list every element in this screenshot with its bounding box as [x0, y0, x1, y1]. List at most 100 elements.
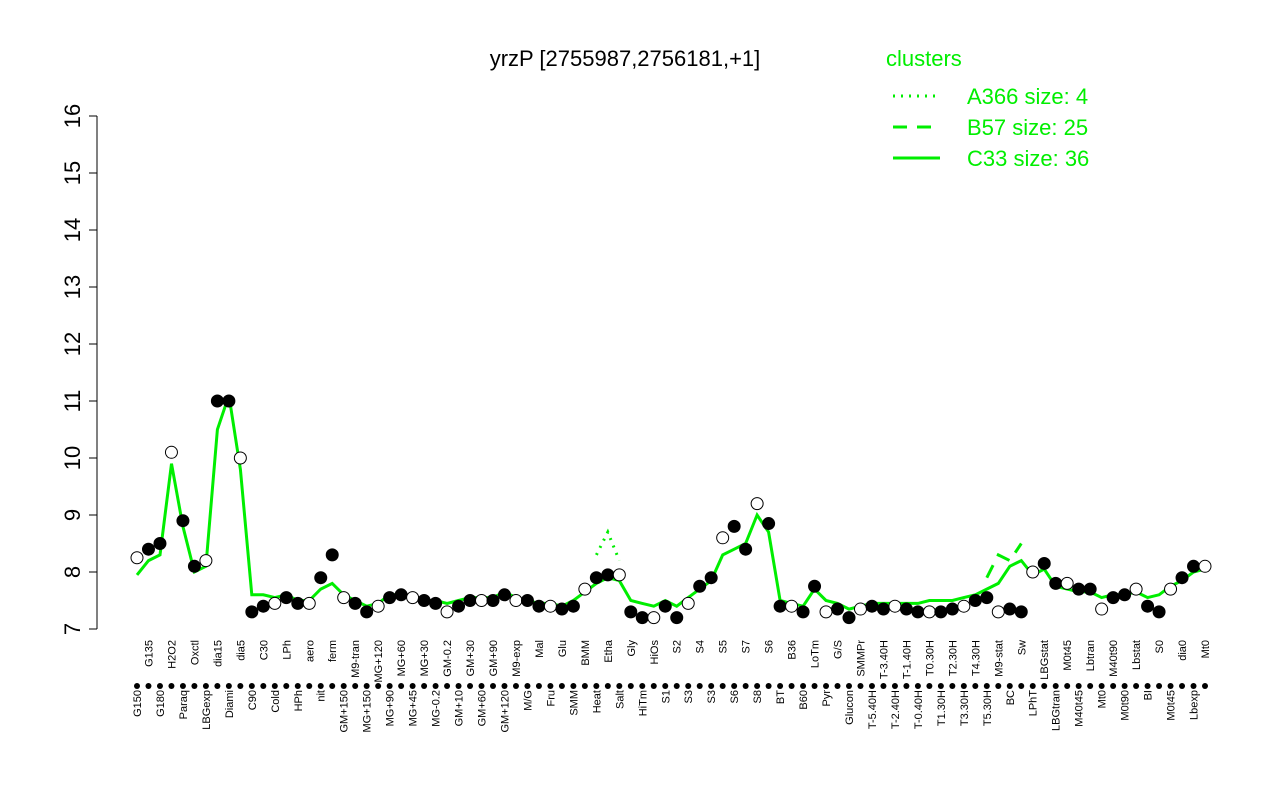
- category-dot: [558, 683, 565, 689]
- point: [853, 602, 867, 616]
- y-tick-label: 14: [60, 218, 85, 242]
- x-tick-label: nit: [316, 690, 328, 702]
- x-tick-label: B36: [787, 640, 799, 660]
- point: [486, 594, 500, 607]
- x-tick-label: S6: [764, 640, 776, 653]
- category-dot: [398, 683, 405, 689]
- category-dot: [363, 683, 370, 689]
- x-tick-label: Diami: [224, 690, 236, 718]
- x-tick-label: BT: [775, 690, 787, 704]
- x-tick-label: SMM: [568, 690, 580, 716]
- point: [762, 517, 776, 531]
- category-dot: [662, 683, 669, 689]
- x-tick-label: LPh: [281, 640, 293, 660]
- x-tick-label: Fru: [545, 690, 557, 707]
- category-dot: [375, 683, 382, 689]
- point: [475, 594, 489, 607]
- category-dot: [1190, 683, 1197, 689]
- category-dot: [983, 683, 990, 689]
- x-tick-label: Pyr: [821, 690, 833, 707]
- y-tick-label: 12: [60, 332, 85, 356]
- x-tick-label: Glu: [557, 640, 569, 657]
- point: [233, 451, 247, 465]
- category-dot: [995, 683, 1002, 689]
- x-tick-label: Salt: [614, 690, 626, 709]
- point: [153, 537, 167, 550]
- point: [704, 571, 718, 585]
- category-dot: [857, 683, 864, 689]
- point: [245, 605, 259, 619]
- category-dot: [134, 683, 140, 689]
- category-dot: [604, 683, 611, 689]
- category-dot: [627, 683, 634, 689]
- category-dot: [570, 683, 577, 689]
- point: [164, 445, 178, 459]
- category-dot: [1052, 683, 1059, 689]
- x-tick-label: G135: [143, 640, 155, 667]
- x-tick-label: LBGexp: [201, 690, 213, 730]
- point: [543, 599, 557, 613]
- point: [566, 599, 580, 613]
- y-tick-label: 10: [60, 446, 85, 470]
- x-tick-label: dia5: [235, 640, 247, 661]
- category-dot: [168, 683, 175, 689]
- x-tick-label: HiOs: [649, 640, 661, 665]
- category-dot: [317, 683, 324, 689]
- point: [383, 591, 397, 605]
- category-dot: [1156, 683, 1163, 689]
- category-dot: [1098, 683, 1105, 689]
- x-tick-label: H2O2: [166, 640, 178, 669]
- point: [497, 588, 511, 602]
- point: [934, 605, 948, 619]
- series-line: [135, 394, 1206, 611]
- point: [601, 568, 615, 582]
- point: [222, 394, 236, 408]
- x-tick-label: HPh: [293, 690, 305, 711]
- x-tick-label: MG+45: [408, 690, 420, 726]
- x-tick-label: G150: [132, 690, 144, 717]
- x-tick-label: S6: [729, 690, 741, 703]
- category-dot: [1110, 683, 1117, 689]
- point: [256, 599, 270, 613]
- category-dot: [421, 683, 428, 689]
- category-dot: [547, 683, 554, 689]
- point: [268, 596, 282, 610]
- category-dot: [581, 683, 588, 689]
- point: [1083, 582, 1097, 596]
- x-tick-label: S1: [660, 690, 672, 703]
- point: [808, 579, 822, 593]
- y-tick-label: 9: [60, 509, 85, 521]
- category-dot: [800, 683, 807, 689]
- category-dot: [696, 683, 703, 689]
- x-tick-label: MG+120: [373, 640, 385, 683]
- x-tick-label: T1.30H: [936, 690, 948, 726]
- category-dot: [1018, 683, 1025, 689]
- x-tick-label: Cold: [270, 690, 282, 713]
- category-dot: [156, 683, 163, 689]
- category-dot: [685, 683, 692, 689]
- x-tick-label: M9-tran: [350, 640, 362, 678]
- point: [371, 599, 385, 613]
- legend-title: clusters: [886, 46, 962, 71]
- y-tick-label: 15: [60, 161, 85, 185]
- category-dot: [731, 683, 738, 689]
- x-tick-label: GM+90: [488, 640, 500, 676]
- category-dot: [501, 683, 508, 689]
- point: [1164, 582, 1178, 596]
- point: [1037, 556, 1051, 570]
- point: [624, 605, 638, 619]
- point: [1003, 602, 1017, 616]
- x-tick-label: Lbstat: [1131, 640, 1143, 670]
- x-tick-label: Mt0: [1200, 640, 1212, 658]
- point: [968, 594, 982, 607]
- x-tick-label: T0.30H: [924, 640, 936, 676]
- x-tick-label: T4.30H: [970, 640, 982, 676]
- point: [452, 599, 466, 613]
- x-tick-label: aero: [304, 640, 316, 662]
- point: [670, 611, 684, 625]
- chart-title: yrzP [2755987,2756181,+1]: [490, 46, 761, 71]
- x-tick-label: S4: [695, 640, 707, 653]
- point: [199, 554, 213, 568]
- category-dot: [650, 683, 657, 689]
- point: [750, 497, 764, 511]
